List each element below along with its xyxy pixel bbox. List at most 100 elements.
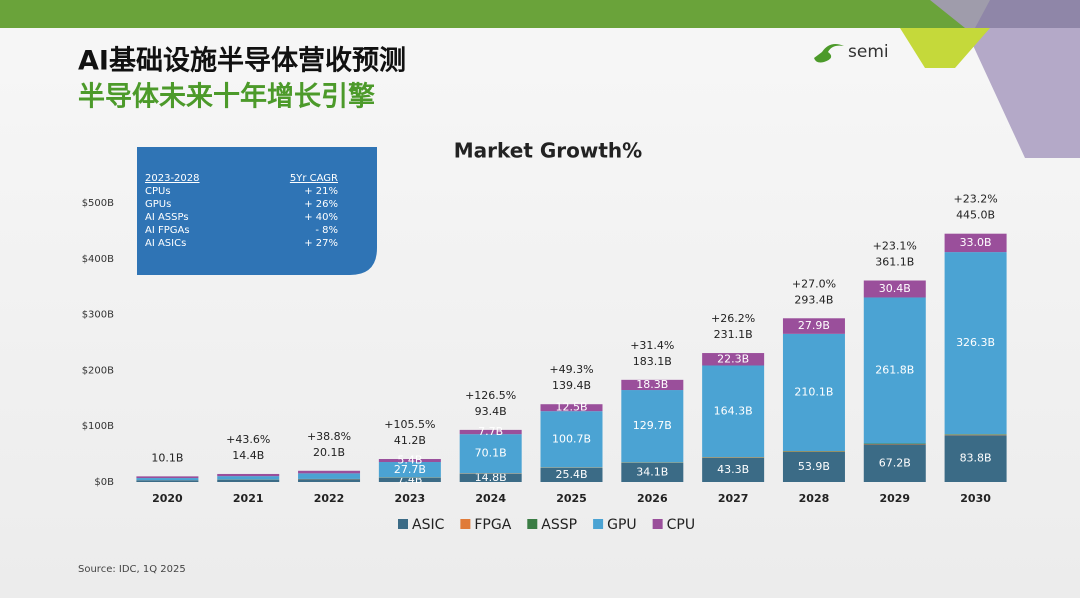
bar-segment xyxy=(863,297,926,444)
bar-segment xyxy=(621,379,684,391)
cagr-cell: + 27% xyxy=(304,238,338,249)
segment-label: 27.9B xyxy=(798,319,830,332)
segment-label: 210.1B xyxy=(794,385,833,398)
segment-label: 70.1B xyxy=(475,447,507,460)
slide-title: AI基础设施半导体营收预测 xyxy=(78,46,406,77)
segment-label: 67.2B xyxy=(879,456,911,469)
segment-label: 25.4B xyxy=(555,468,587,481)
y-tick-label: $0B xyxy=(94,477,114,488)
bar-segment xyxy=(863,443,926,445)
bar-segment xyxy=(136,476,199,479)
bar-segment xyxy=(782,451,845,482)
logo-icon xyxy=(814,44,844,63)
x-tick-label: 2022 xyxy=(314,492,345,505)
bar-segment xyxy=(540,467,603,482)
total-label: 10.1B xyxy=(151,451,183,464)
decoration xyxy=(930,0,1080,158)
x-tick-label: 2029 xyxy=(879,492,910,505)
decoration xyxy=(900,28,990,68)
cagr-cell: - 8% xyxy=(315,225,338,236)
cagr-cell: + 26% xyxy=(304,199,338,210)
segment-label: 33.0B xyxy=(960,236,992,249)
bar-segment xyxy=(540,411,603,468)
segment-label: 129.7B xyxy=(633,419,672,432)
cagr-header: 5Yr CAGR xyxy=(290,173,338,184)
slide-subtitle: 半导体未来十年增长引擎 xyxy=(78,81,375,113)
segment-label: 83.8B xyxy=(960,452,992,465)
decoration xyxy=(975,0,1080,28)
legend-swatch xyxy=(398,519,408,529)
cagr-cell: GPUs xyxy=(145,199,171,210)
bar-segment xyxy=(621,462,684,482)
bar-segment xyxy=(136,478,199,481)
y-tick-label: $300B xyxy=(82,310,114,321)
bar-segment xyxy=(217,479,280,482)
bar-segment xyxy=(782,318,845,334)
bar-segment xyxy=(702,353,765,366)
bar-segment xyxy=(459,434,522,474)
logo: semi xyxy=(848,42,889,62)
bar-segment xyxy=(782,333,845,452)
x-tick-label: 2028 xyxy=(799,492,830,505)
segment-label: 7.7B xyxy=(478,425,503,438)
total-label: 361.1B xyxy=(875,256,914,269)
total-label: 139.4B xyxy=(552,379,591,392)
growth-label: +31.4% xyxy=(630,339,674,352)
cagr-header: 2023-2028 xyxy=(145,173,200,184)
cagr-cell: + 40% xyxy=(304,212,338,223)
bar-segment xyxy=(378,459,441,463)
bar-segment xyxy=(217,473,280,477)
legend-label: ASIC xyxy=(412,517,445,533)
growth-label: +126.5% xyxy=(465,389,516,402)
growth-label: +105.5% xyxy=(384,418,435,431)
segment-label: 22.3B xyxy=(717,352,749,365)
bar-segment xyxy=(944,252,1007,435)
legend-swatch xyxy=(652,519,663,529)
legend-swatch xyxy=(460,519,471,529)
cagr-cell: + 21% xyxy=(304,186,338,197)
bar-segment xyxy=(944,434,1007,436)
x-tick-label: 2023 xyxy=(395,492,426,505)
segment-label: 27.7B xyxy=(394,463,426,476)
segment-label: 12.5B xyxy=(555,401,587,414)
cagr-cell: AI ASICs xyxy=(145,238,186,249)
segment-label: 164.3B xyxy=(714,404,753,417)
bar-segment xyxy=(136,480,199,482)
segment-label: 53.9B xyxy=(798,460,830,473)
segment-label: 43.3B xyxy=(717,463,749,476)
cagr-cell: AI ASSPs xyxy=(145,212,189,223)
x-tick-label: 2024 xyxy=(475,492,506,505)
y-tick-label: $400B xyxy=(82,254,114,265)
top-bar xyxy=(0,0,1080,28)
growth-label: +23.1% xyxy=(873,240,917,253)
bar-segment xyxy=(621,390,684,463)
segment-label: 30.4B xyxy=(879,282,911,295)
bar-segment xyxy=(944,434,1007,435)
x-tick-label: 2026 xyxy=(637,492,668,505)
legend-label: FPGA xyxy=(474,517,511,533)
source: Source: IDC, 1Q 2025 xyxy=(78,564,186,575)
x-tick-label: 2020 xyxy=(152,492,183,505)
segment-label: 34.1B xyxy=(636,465,668,478)
y-tick-label: $500B xyxy=(82,198,114,209)
legend-swatch xyxy=(527,519,538,529)
bar-segment xyxy=(944,233,1007,253)
total-label: 14.4B xyxy=(232,449,264,462)
growth-label: +23.2% xyxy=(954,193,998,206)
legend-label: CPU xyxy=(667,517,695,533)
bar-segment xyxy=(298,473,361,479)
cagr-box xyxy=(137,147,377,275)
x-tick-label: 2027 xyxy=(718,492,749,505)
bar-segment xyxy=(540,404,603,412)
x-tick-label: 2025 xyxy=(556,492,587,505)
chart-title: Market Growth% xyxy=(454,139,642,163)
bar-segment xyxy=(702,457,765,482)
bar-segment xyxy=(217,476,280,480)
total-label: 20.1B xyxy=(313,446,345,459)
growth-label: +38.8% xyxy=(307,430,351,443)
legend-label: ASSP xyxy=(541,517,577,533)
growth-label: +26.2% xyxy=(711,312,755,325)
bar-segment xyxy=(863,280,926,298)
legend-label: GPU xyxy=(607,517,637,533)
total-label: 41.2B xyxy=(394,434,426,447)
